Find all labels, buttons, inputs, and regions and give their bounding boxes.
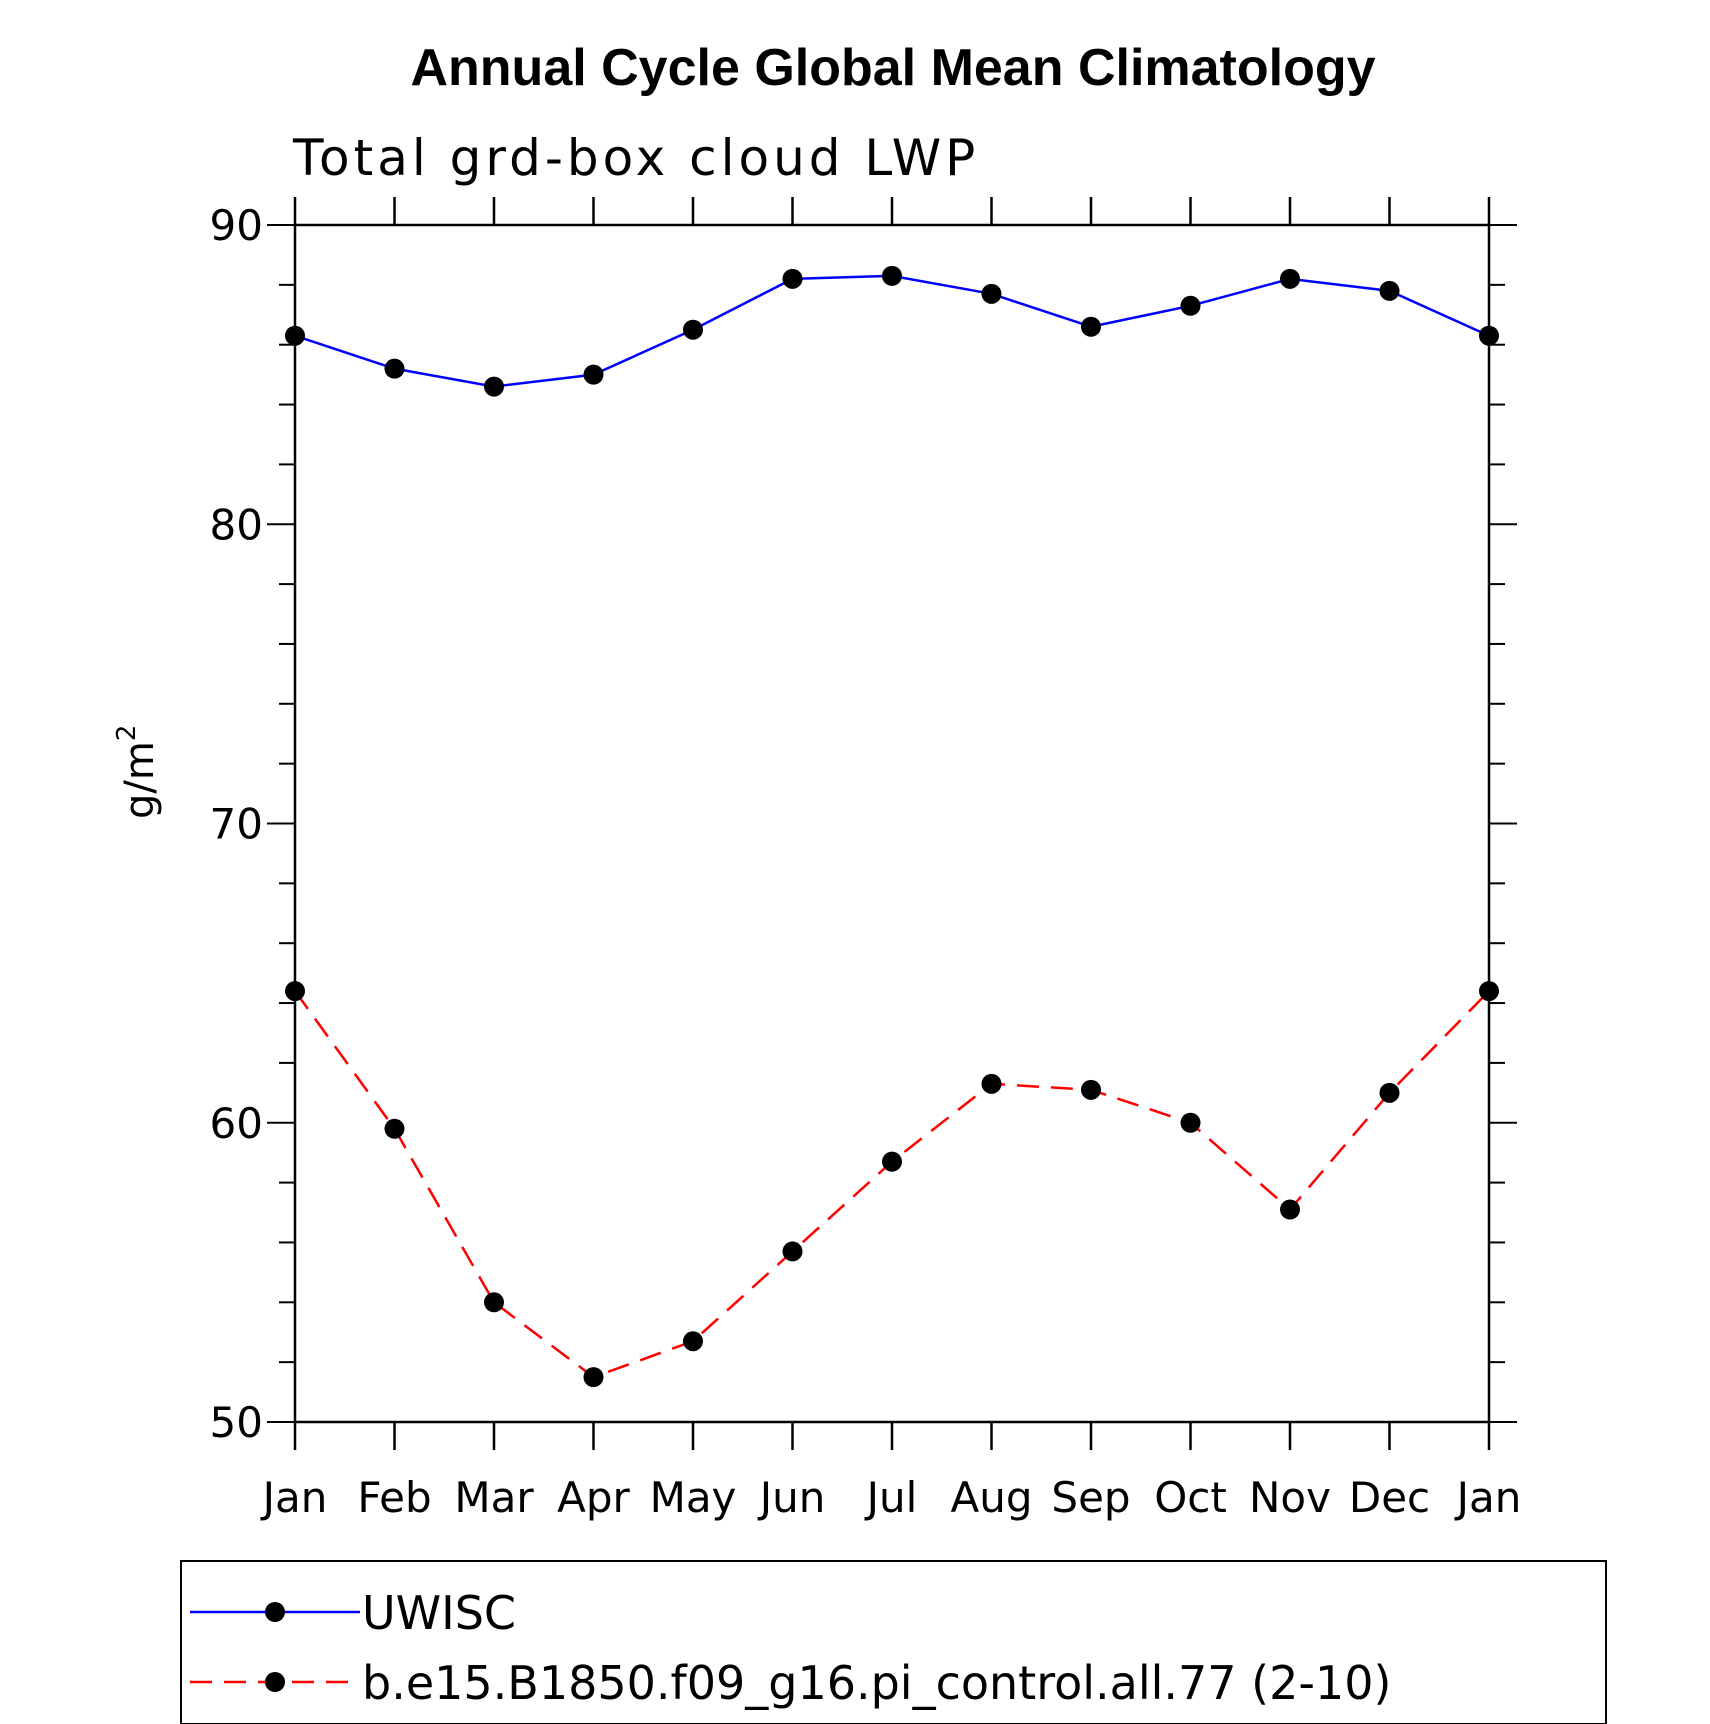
data-point [285, 325, 305, 346]
x-tick-labels: Jan Feb Mar Apr May Jun Jul Aug Sep Oct Nov Dec Jan [260, 1473, 1522, 1522]
data-point [1479, 981, 1499, 1002]
data-point [384, 1118, 405, 1139]
data-point [981, 1073, 1002, 1094]
data-point [1081, 316, 1101, 337]
x-tick-label: Jan [260, 1473, 328, 1522]
data-point [1280, 1199, 1300, 1220]
legend-marker-1 [265, 1672, 285, 1692]
y-axis-label-superscript: 2 [112, 725, 142, 742]
data-point [583, 364, 604, 385]
x-tick-label: Nov [1249, 1473, 1331, 1522]
series-line-0 [294, 274, 1490, 388]
svg-text:g/m2: g/m2 [112, 725, 163, 819]
legend-box [180, 1560, 1607, 1724]
x-tick-label: Sep [1051, 1473, 1130, 1522]
data-point [484, 1292, 504, 1313]
x-tick-label: Dec [1349, 1473, 1430, 1522]
series-lines [293, 274, 1490, 1379]
y-axis-label: g/m2 [112, 725, 163, 819]
data-point [882, 1151, 902, 1172]
data-point [583, 1367, 604, 1388]
data-point [1479, 325, 1499, 346]
data-point [782, 1241, 803, 1262]
x-tick-label: Jan [1454, 1473, 1522, 1522]
data-point [285, 981, 305, 1002]
data-point [782, 268, 803, 289]
data-point [1280, 268, 1300, 289]
y-tick-label: 70 [210, 800, 263, 849]
x-tick-label: Oct [1154, 1473, 1227, 1522]
x-tick-label: Jul [864, 1473, 918, 1522]
data-point [384, 358, 405, 379]
y-tick-label: 60 [210, 1099, 263, 1148]
data-point [1379, 1082, 1400, 1103]
data-point [484, 376, 504, 397]
y-tick-label: 50 [210, 1398, 263, 1447]
x-tick-label: Jun [757, 1473, 826, 1522]
series-markers [285, 265, 1499, 1388]
y-axis-label-text: g/m [117, 741, 163, 819]
x-tick-label: Feb [357, 1473, 431, 1522]
legend-label-0: UWISC [362, 1586, 516, 1640]
data-point [981, 283, 1002, 304]
data-point [683, 1331, 703, 1352]
y-tick-label: 90 [210, 201, 263, 250]
x-tick-label: May [650, 1473, 737, 1522]
axis-ticks [267, 197, 1517, 1450]
data-point [1081, 1079, 1101, 1100]
y-tick-label: 80 [210, 500, 263, 549]
legend-marker-0 [265, 1602, 285, 1622]
x-tick-label: Mar [454, 1473, 534, 1522]
y-tick-labels: 50 60 70 80 90 [210, 201, 263, 1447]
chart-subtitle: Total grd-box cloud LWP [292, 129, 979, 187]
data-point [882, 265, 902, 286]
legend: UWISC b.e15.B1850.f09_g16.pi_control.all.… [190, 1586, 1391, 1710]
data-point [1180, 295, 1201, 316]
legend-label-1: b.e15.B1850.f09_g16.pi_control.all.77 (2… [362, 1656, 1391, 1710]
plot-frame [293, 223, 1491, 1424]
chart-title: Annual Cycle Global Mean Climatology [410, 39, 1375, 97]
data-point [1180, 1112, 1201, 1133]
series-line-1 [293, 990, 1490, 1379]
x-tick-label: Apr [557, 1473, 630, 1522]
data-point [683, 319, 703, 340]
data-point [1379, 280, 1400, 301]
x-tick-label: Aug [950, 1473, 1032, 1522]
